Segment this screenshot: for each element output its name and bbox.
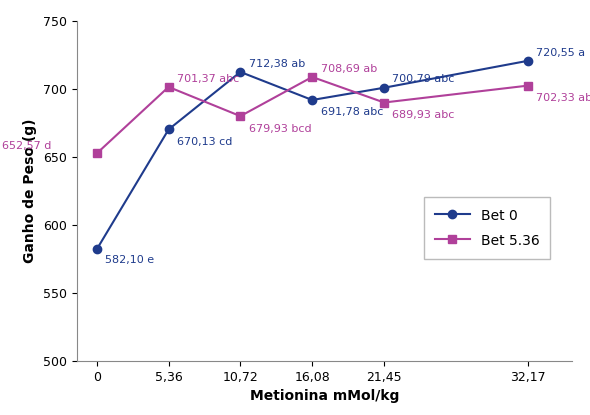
- Bet 0: [381, 85, 388, 90]
- Text: 712,38 ab: 712,38 ab: [249, 59, 305, 68]
- Text: 702,33 abc: 702,33 abc: [536, 93, 590, 103]
- Text: 652,57 d: 652,57 d: [2, 142, 52, 151]
- Text: 679,93 bcd: 679,93 bcd: [249, 124, 312, 134]
- Y-axis label: Ganho de Peso (g): Ganho de Peso (g): [24, 119, 37, 263]
- X-axis label: Metionina mMol/kg: Metionina mMol/kg: [250, 389, 399, 403]
- Bet 5.36: [93, 151, 100, 156]
- Bet 0: [309, 98, 316, 103]
- Bet 5.36: [165, 85, 172, 90]
- Bet 5.36: [381, 100, 388, 105]
- Bet 5.36: [237, 114, 244, 119]
- Text: 708,69 ab: 708,69 ab: [320, 63, 377, 73]
- Text: 691,78 abc: 691,78 abc: [320, 107, 383, 117]
- Line: Bet 5.36: Bet 5.36: [93, 73, 532, 158]
- Line: Bet 0: Bet 0: [93, 57, 532, 254]
- Bet 0: [93, 247, 100, 252]
- Bet 0: [237, 69, 244, 74]
- Bet 5.36: [524, 83, 531, 88]
- Text: 700,79 abc: 700,79 abc: [392, 74, 455, 84]
- Bet 0: [165, 127, 172, 132]
- Bet 5.36: [309, 74, 316, 79]
- Text: 670,13 cd: 670,13 cd: [177, 137, 232, 147]
- Text: 689,93 abc: 689,93 abc: [392, 110, 455, 120]
- Text: 720,55 a: 720,55 a: [536, 47, 585, 58]
- Bet 0: [524, 59, 531, 63]
- Legend: Bet 0, Bet 5.36: Bet 0, Bet 5.36: [424, 198, 550, 259]
- Text: 701,37 abc: 701,37 abc: [177, 73, 239, 83]
- Text: 582,10 e: 582,10 e: [105, 255, 154, 266]
